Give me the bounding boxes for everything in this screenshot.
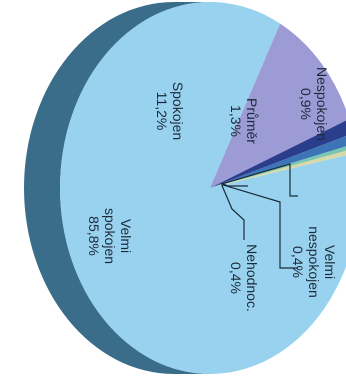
data-label-line: 11,2% xyxy=(154,92,170,131)
data-label-line: 0,4% xyxy=(290,246,306,278)
data-label-text: Nespokojen0,9% xyxy=(298,67,330,141)
pie-side-wall xyxy=(24,2,210,374)
data-label-line: Nehodnoc. xyxy=(244,244,260,312)
data-label-line: Velmi xyxy=(118,219,134,253)
data-label-line: 0,4% xyxy=(228,262,244,294)
data-label-line: Velmi xyxy=(322,245,338,279)
data-label-velmi-spokojen: Velmispokojen85,8% xyxy=(86,208,134,264)
pie-slice-prumer xyxy=(210,120,346,188)
leader-line-velmi-nespokojen xyxy=(221,184,298,269)
data-label-spokojen: Spokojen11,2% xyxy=(154,82,186,140)
data-label-text: Průměr1,3% xyxy=(228,98,260,144)
data-label-line: Spokojen xyxy=(170,82,186,140)
data-label-line: 0,9% xyxy=(298,88,314,120)
data-label-line: 85,8% xyxy=(86,216,102,256)
data-label-nehodnoc: Nehodnoc.0,4% xyxy=(228,244,260,312)
data-label-line: Průměr xyxy=(244,98,260,144)
data-label-text: Spokojen11,2% xyxy=(154,82,186,140)
pie-slice-velmi-spokojen xyxy=(60,2,346,374)
data-label-text: Velmispokojen85,8% xyxy=(86,208,134,264)
leader-line-nehodnoc xyxy=(221,184,245,240)
data-label-text: Nehodnoc.0,4% xyxy=(228,244,260,312)
data-label-prumer: Průměr1,3% xyxy=(228,98,260,144)
data-label-line: spokojen xyxy=(102,208,118,264)
data-label-velmi-nespokojen: Velminespokojen0,4% xyxy=(290,226,338,298)
pie-slice-spokojen xyxy=(210,23,346,188)
leader-line-nespokojen xyxy=(221,163,298,197)
data-label-line: 1,3% xyxy=(228,105,244,137)
data-label-line: nespokojen xyxy=(306,226,322,298)
data-label-text: Velminespokojen0,4% xyxy=(290,226,338,298)
data-label-line: Nespokojen xyxy=(314,67,330,141)
data-label-nespokojen: Nespokojen0,9% xyxy=(298,67,330,141)
